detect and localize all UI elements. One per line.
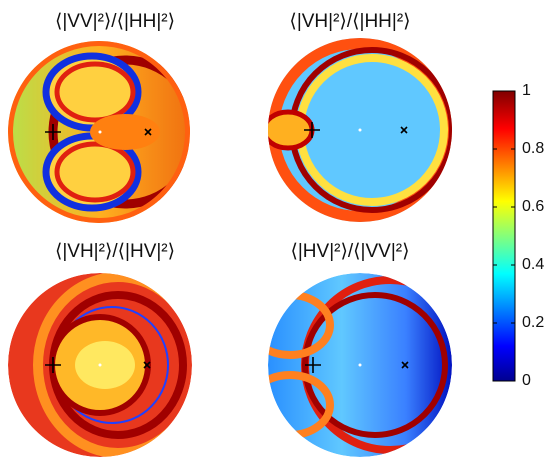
colorbar-tick-label: 0.6 xyxy=(522,198,544,215)
colorbar xyxy=(492,90,516,382)
panel-1-map xyxy=(8,41,190,223)
panel-4-map xyxy=(268,273,452,457)
colorbar-tick-label: 1 xyxy=(522,82,531,99)
panel-title: ⟨|VH|²⟩/⟨|HH|²⟩ xyxy=(289,11,410,32)
colorbar-tick-label: 0.2 xyxy=(522,314,544,331)
panel-2-map xyxy=(268,38,452,222)
panel-title: ⟨|HV|²⟩/⟨|VV|²⟩ xyxy=(290,241,409,262)
panel-3-map xyxy=(8,273,192,457)
markers xyxy=(45,122,409,373)
colorbar-tick-label: 0.4 xyxy=(522,256,544,273)
colorbar-tick-label: 0 xyxy=(522,372,531,389)
colorbar-tick-label: 0.8 xyxy=(522,140,544,157)
panel-title: ⟨|VV|²⟩/⟨|HH|²⟩ xyxy=(55,11,175,32)
panel-title: ⟨|VH|²⟩/⟨|HV|²⟩ xyxy=(55,241,175,262)
